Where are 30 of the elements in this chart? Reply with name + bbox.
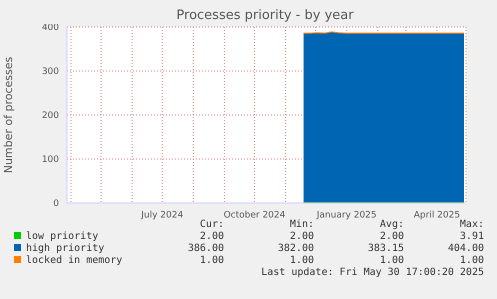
x-tick-label: October 2024 bbox=[224, 210, 286, 220]
text: 386.00 bbox=[188, 243, 224, 254]
text: Max: bbox=[460, 219, 484, 230]
text: 383.15 bbox=[368, 243, 404, 254]
text: 404.00 bbox=[448, 243, 484, 254]
text: 1.00 bbox=[290, 255, 314, 266]
text: 1.00 bbox=[460, 255, 484, 266]
x-tick-label: January 2025 bbox=[316, 210, 377, 220]
y-tick-label: 0 bbox=[53, 199, 60, 210]
x-tick-label: April 2025 bbox=[414, 210, 460, 220]
y-tick-label: 200 bbox=[42, 111, 60, 122]
legend-label: locked in memory bbox=[26, 255, 122, 266]
text: 1.00 bbox=[380, 255, 404, 266]
text: 2.00 bbox=[290, 231, 314, 242]
text: 2.00 bbox=[380, 231, 404, 242]
legend-label: low priority bbox=[26, 231, 98, 242]
text: Min: bbox=[290, 219, 314, 230]
text: Last update: Fri May 30 17:00:20 2025 bbox=[261, 267, 484, 278]
y-tick-label: 300 bbox=[42, 67, 60, 78]
x-tick-label: July 2024 bbox=[140, 210, 184, 220]
text: 2.00 bbox=[200, 231, 224, 242]
text: 1.00 bbox=[200, 255, 224, 266]
chart-title: Processes priority - by year bbox=[176, 8, 354, 23]
legend-label: high priority bbox=[26, 243, 104, 254]
text: Avg: bbox=[380, 219, 404, 230]
y-axis-title: Number of processes bbox=[2, 56, 15, 174]
text: 3.91 bbox=[460, 231, 484, 242]
text: 382.00 bbox=[278, 243, 314, 254]
text: Cur: bbox=[200, 219, 224, 230]
y-tick-label: 100 bbox=[42, 155, 60, 166]
